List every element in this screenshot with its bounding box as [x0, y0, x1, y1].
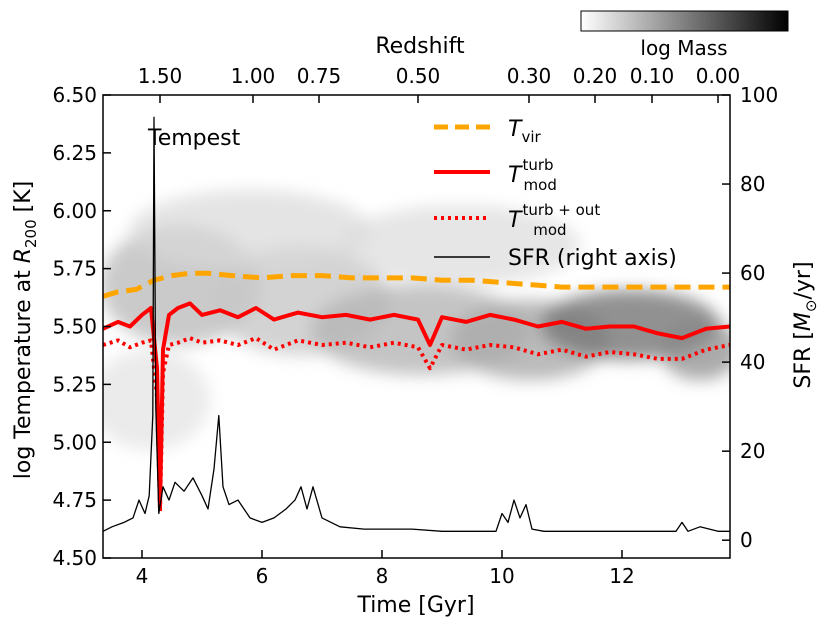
x-tick-label: 4 [136, 564, 149, 588]
plot-series [103, 116, 730, 532]
y2-tick-label: 80 [740, 172, 765, 196]
top-tick-label: 0.10 [630, 64, 675, 88]
legend-label-tturb: Tturb mod [508, 156, 557, 194]
top-tick-label: 0.20 [573, 64, 618, 88]
top-tick-label: 1.00 [231, 64, 276, 88]
legend-label-tturbout: Tturb + out mod [508, 201, 600, 239]
y2-tick-label: 60 [740, 261, 765, 285]
series-sfr-line [103, 116, 730, 532]
series-tturb-line [103, 301, 730, 510]
y-tick-label: 5.75 [52, 257, 97, 281]
y-tick-label: 5.25 [52, 372, 97, 396]
legend: Tvir Tturb mod Tturb + out mod SFR (right … [434, 117, 677, 271]
y-axis-ticks: 4.50 4.75 5.00 5.25 5.50 5.75 6.00 6.25 6.50 [52, 83, 111, 570]
top-tick-label: 0.50 [396, 64, 441, 88]
y-tick-label: 4.50 [52, 546, 97, 570]
x-tick-label: 8 [376, 564, 389, 588]
top-axis-ticks: 1.50 1.00 0.75 0.50 0.30 0.20 0.10 0.00 [138, 64, 741, 103]
x-axis-ticks: 4 6 8 10 12 [136, 550, 635, 588]
series-tvir-line [103, 270, 730, 299]
colorbar-label: log Mass [640, 36, 727, 60]
y2-tick-label: 20 [740, 439, 765, 463]
legend-label-sfr: SFR (right axis) [508, 246, 677, 271]
y2-axis-title: SFR [M⊙/yr] [791, 261, 820, 388]
y-tick-label: 5.50 [52, 315, 97, 339]
y2-tick-label: 100 [740, 83, 778, 107]
top-tick-label: 1.50 [138, 64, 183, 88]
y2-tick-label: 40 [740, 350, 765, 374]
density-background [103, 190, 730, 450]
y-axis-title: log Temperature at R200 [K] [11, 181, 40, 480]
x-tick-label: 12 [609, 564, 634, 588]
y-tick-label: 4.75 [52, 488, 97, 512]
y-tick-label: 6.00 [52, 199, 97, 223]
top-tick-label: 0.30 [507, 64, 552, 88]
y-tick-label: 6.25 [52, 141, 97, 165]
x-tick-label: 6 [256, 564, 269, 588]
x-tick-label: 10 [489, 564, 514, 588]
annotation-tempest: Tempest [147, 126, 241, 151]
y-tick-label: 5.00 [52, 430, 97, 454]
y2-axis-ticks: 0 20 40 60 80 100 [722, 83, 778, 552]
y2-tick-label: 0 [740, 528, 753, 552]
top-tick-label: 0.00 [696, 64, 741, 88]
x-axis-title: Time [Gyr] [356, 593, 474, 618]
colorbar [580, 10, 789, 32]
y-tick-label: 6.50 [52, 83, 97, 107]
series-tturbout-line [103, 336, 730, 514]
top-tick-label: 0.75 [297, 64, 342, 88]
legend-label-tvir: Tvir [508, 117, 541, 146]
top-axis-title: Redshift [375, 34, 465, 59]
